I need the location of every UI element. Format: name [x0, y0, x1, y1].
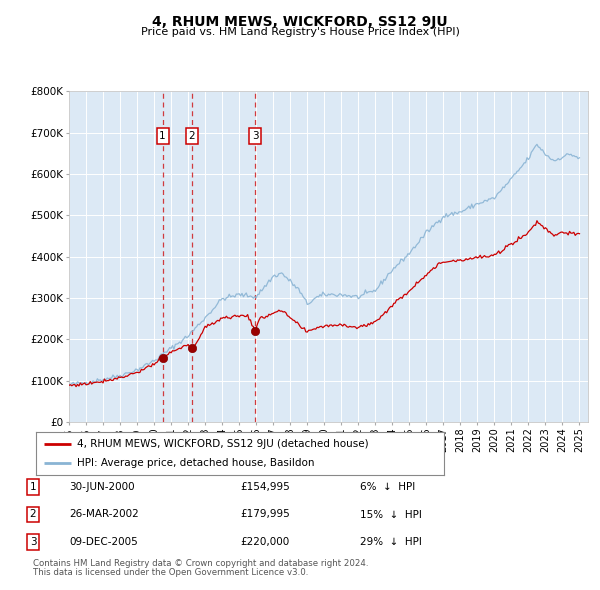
Text: 29%  ↓  HPI: 29% ↓ HPI	[360, 537, 422, 547]
Text: 6%  ↓  HPI: 6% ↓ HPI	[360, 482, 415, 491]
Text: 3: 3	[29, 537, 37, 547]
Text: 4, RHUM MEWS, WICKFORD, SS12 9JU (detached house): 4, RHUM MEWS, WICKFORD, SS12 9JU (detach…	[77, 439, 368, 449]
Text: 2: 2	[189, 131, 196, 141]
Text: Price paid vs. HM Land Registry's House Price Index (HPI): Price paid vs. HM Land Registry's House …	[140, 27, 460, 37]
Text: 3: 3	[252, 131, 259, 141]
Text: £179,995: £179,995	[240, 510, 290, 519]
Text: 4, RHUM MEWS, WICKFORD, SS12 9JU: 4, RHUM MEWS, WICKFORD, SS12 9JU	[152, 15, 448, 29]
Text: 30-JUN-2000: 30-JUN-2000	[69, 482, 134, 491]
Text: 1: 1	[29, 482, 37, 491]
Text: HPI: Average price, detached house, Basildon: HPI: Average price, detached house, Basi…	[77, 458, 314, 468]
Text: 15%  ↓  HPI: 15% ↓ HPI	[360, 510, 422, 519]
Text: £154,995: £154,995	[240, 482, 290, 491]
Text: 2: 2	[29, 510, 37, 519]
Text: Contains HM Land Registry data © Crown copyright and database right 2024.: Contains HM Land Registry data © Crown c…	[33, 559, 368, 568]
Text: £220,000: £220,000	[240, 537, 289, 547]
Text: 1: 1	[159, 131, 166, 141]
Text: This data is licensed under the Open Government Licence v3.0.: This data is licensed under the Open Gov…	[33, 568, 308, 577]
Text: 09-DEC-2005: 09-DEC-2005	[69, 537, 138, 547]
Text: 26-MAR-2002: 26-MAR-2002	[69, 510, 139, 519]
